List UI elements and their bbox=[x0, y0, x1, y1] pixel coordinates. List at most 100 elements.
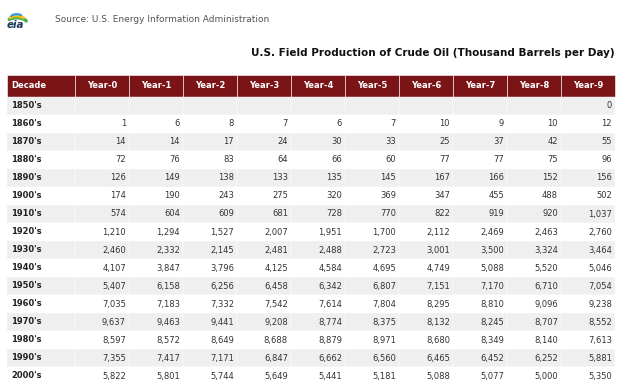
Bar bbox=[345, 115, 399, 133]
Text: 1980's: 1980's bbox=[11, 336, 42, 344]
Bar bbox=[237, 97, 291, 115]
Bar bbox=[345, 295, 399, 313]
Text: 2,723: 2,723 bbox=[372, 246, 396, 254]
Text: 5,088: 5,088 bbox=[426, 372, 450, 380]
Text: Year-5: Year-5 bbox=[357, 82, 387, 90]
Text: 3,796: 3,796 bbox=[210, 264, 234, 272]
Text: 190: 190 bbox=[164, 192, 180, 200]
Bar bbox=[7, 133, 75, 151]
Bar bbox=[129, 133, 183, 151]
Bar bbox=[7, 115, 75, 133]
Bar bbox=[237, 223, 291, 241]
Text: 6: 6 bbox=[175, 119, 180, 129]
Text: 8,132: 8,132 bbox=[426, 318, 450, 326]
Text: 1930's: 1930's bbox=[11, 246, 42, 254]
Bar bbox=[561, 75, 615, 97]
Bar bbox=[129, 313, 183, 331]
Text: 8,597: 8,597 bbox=[102, 336, 126, 344]
Bar bbox=[7, 295, 75, 313]
Text: 8,688: 8,688 bbox=[264, 336, 288, 344]
Bar bbox=[75, 349, 129, 367]
Bar bbox=[183, 151, 237, 169]
Bar bbox=[399, 151, 453, 169]
Text: 243: 243 bbox=[218, 192, 234, 200]
Text: 1940's: 1940's bbox=[11, 264, 42, 272]
Text: 5,801: 5,801 bbox=[156, 372, 180, 380]
Bar bbox=[507, 223, 561, 241]
Bar bbox=[507, 133, 561, 151]
Bar bbox=[291, 367, 345, 383]
Text: 76: 76 bbox=[169, 155, 180, 165]
Text: 7: 7 bbox=[283, 119, 288, 129]
Text: 2,112: 2,112 bbox=[426, 228, 450, 236]
Bar bbox=[75, 313, 129, 331]
Text: 37: 37 bbox=[493, 137, 504, 147]
Text: 8,349: 8,349 bbox=[480, 336, 504, 344]
Bar bbox=[561, 295, 615, 313]
Text: 1880's: 1880's bbox=[11, 155, 42, 165]
Bar bbox=[129, 349, 183, 367]
Bar bbox=[507, 75, 561, 97]
Bar bbox=[129, 331, 183, 349]
Bar bbox=[7, 151, 75, 169]
Bar bbox=[183, 97, 237, 115]
Text: 6,256: 6,256 bbox=[210, 282, 234, 290]
Text: 609: 609 bbox=[218, 210, 234, 218]
Bar bbox=[237, 169, 291, 187]
Bar bbox=[129, 295, 183, 313]
Bar bbox=[7, 223, 75, 241]
Bar bbox=[291, 205, 345, 223]
Bar bbox=[345, 187, 399, 205]
Text: 1,294: 1,294 bbox=[156, 228, 180, 236]
Text: 3,500: 3,500 bbox=[480, 246, 504, 254]
Bar bbox=[399, 331, 453, 349]
Bar bbox=[561, 133, 615, 151]
Bar bbox=[75, 223, 129, 241]
Text: 135: 135 bbox=[326, 173, 342, 183]
Text: Year-9: Year-9 bbox=[573, 82, 603, 90]
Text: 2,469: 2,469 bbox=[480, 228, 504, 236]
Text: 1,210: 1,210 bbox=[102, 228, 126, 236]
Text: 77: 77 bbox=[493, 155, 504, 165]
Text: 9,637: 9,637 bbox=[102, 318, 126, 326]
Bar bbox=[291, 97, 345, 115]
Text: 55: 55 bbox=[602, 137, 612, 147]
Bar bbox=[561, 349, 615, 367]
Text: 10: 10 bbox=[547, 119, 558, 129]
Bar bbox=[345, 313, 399, 331]
Bar bbox=[291, 133, 345, 151]
Bar bbox=[75, 295, 129, 313]
Text: 1,951: 1,951 bbox=[318, 228, 342, 236]
Text: 6,342: 6,342 bbox=[318, 282, 342, 290]
Bar bbox=[183, 259, 237, 277]
Bar bbox=[75, 367, 129, 383]
Text: Year-0: Year-0 bbox=[87, 82, 117, 90]
Text: 1860's: 1860's bbox=[11, 119, 42, 129]
Bar bbox=[561, 151, 615, 169]
Bar bbox=[453, 223, 507, 241]
Text: 7,613: 7,613 bbox=[588, 336, 612, 344]
Bar bbox=[561, 169, 615, 187]
Text: 1970's: 1970's bbox=[11, 318, 42, 326]
Bar bbox=[237, 367, 291, 383]
Text: 66: 66 bbox=[332, 155, 342, 165]
Text: 1,700: 1,700 bbox=[372, 228, 396, 236]
Text: 574: 574 bbox=[110, 210, 126, 218]
Text: 30: 30 bbox=[332, 137, 342, 147]
Text: 9,463: 9,463 bbox=[156, 318, 180, 326]
Text: 8,552: 8,552 bbox=[588, 318, 612, 326]
Text: 2,488: 2,488 bbox=[318, 246, 342, 254]
Text: U.S. Field Production of Crude Oil (Thousand Barrels per Day): U.S. Field Production of Crude Oil (Thou… bbox=[252, 48, 615, 58]
Bar bbox=[561, 259, 615, 277]
Text: 1920's: 1920's bbox=[11, 228, 42, 236]
Text: 7,332: 7,332 bbox=[210, 300, 234, 308]
Bar bbox=[453, 367, 507, 383]
Bar bbox=[399, 223, 453, 241]
Text: 2,463: 2,463 bbox=[534, 228, 558, 236]
Bar bbox=[507, 349, 561, 367]
Text: 9,441: 9,441 bbox=[211, 318, 234, 326]
Text: 4,584: 4,584 bbox=[318, 264, 342, 272]
Bar bbox=[291, 169, 345, 187]
Bar bbox=[399, 277, 453, 295]
Bar bbox=[345, 169, 399, 187]
